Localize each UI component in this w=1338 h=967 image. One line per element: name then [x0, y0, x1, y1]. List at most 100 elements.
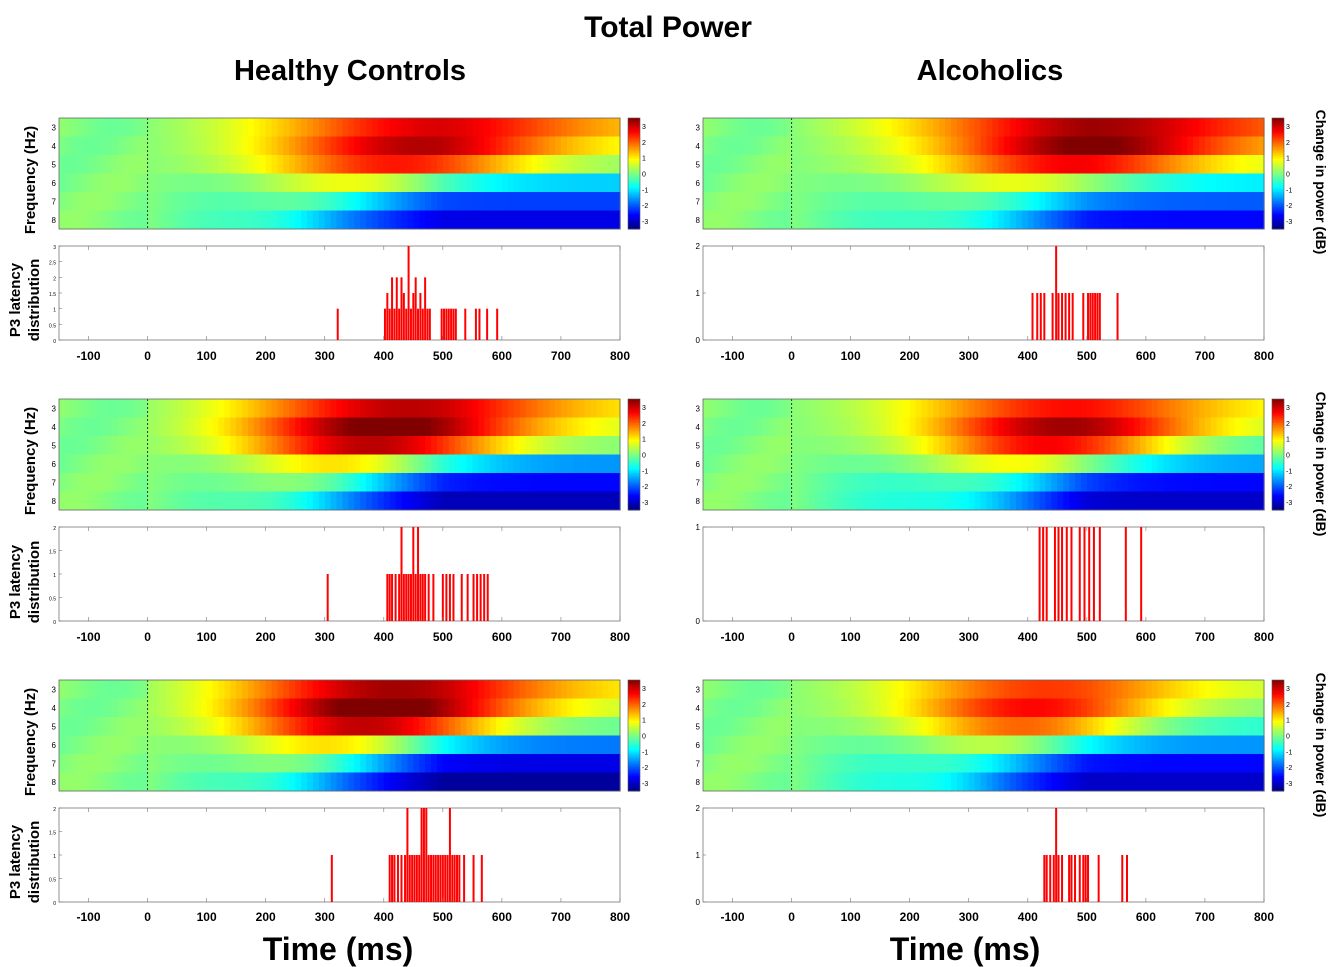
- heatmap-cell: [543, 772, 550, 792]
- heatmap-cell: [1199, 473, 1206, 492]
- heatmap-cell: [230, 399, 237, 418]
- heatmap-cell: [466, 717, 473, 736]
- heatmap-cell: [442, 717, 450, 736]
- histogram-y-tick: 1.5: [49, 292, 56, 298]
- heatmap-cell: [921, 680, 928, 699]
- heatmap-cell: [218, 754, 225, 773]
- colorbar-segment: [628, 487, 640, 491]
- heatmap-cell: [389, 210, 397, 230]
- heatmap-cell: [756, 136, 763, 156]
- heatmap-cell: [1258, 473, 1265, 492]
- heatmap-cell: [809, 136, 816, 156]
- heatmap-cell: [478, 717, 485, 736]
- heatmap-cell: [862, 210, 869, 230]
- colorbar-segment: [628, 680, 640, 683]
- heatmap-cell: [773, 754, 781, 773]
- colorbar-segment: [1272, 153, 1284, 156]
- colorbar-segment: [628, 411, 640, 415]
- heatmap-cell: [1134, 210, 1141, 230]
- heatmap-cell: [1175, 436, 1182, 455]
- heatmap-cell: [1116, 118, 1123, 137]
- heatmap-cell: [94, 210, 101, 230]
- heatmap-cell: [566, 473, 574, 492]
- heatmap-cell: [1204, 399, 1212, 418]
- heatmap-cell: [112, 118, 119, 137]
- heatmap-cell: [442, 473, 450, 492]
- heatmap-cell: [744, 436, 751, 455]
- heatmap-cell: [962, 436, 970, 455]
- heatmap-cell: [206, 698, 214, 718]
- heatmap-cell: [1004, 173, 1011, 193]
- heatmap-cell: [1021, 754, 1029, 773]
- heatmap-cell: [803, 772, 810, 792]
- heatmap-cell: [560, 473, 568, 492]
- heatmap-cell: [797, 136, 804, 156]
- heatmap-cell: [460, 473, 468, 492]
- heatmap-cell: [236, 454, 243, 474]
- colorbar-segment: [628, 484, 640, 487]
- heatmap-cell: [289, 118, 296, 137]
- heatmap-cell: [1210, 772, 1218, 792]
- heatmap-cell: [956, 735, 964, 755]
- heatmap-cell: [466, 210, 473, 230]
- heatmap-cell: [336, 698, 344, 718]
- heatmap-cell: [1240, 417, 1247, 437]
- heatmap-cell: [188, 680, 196, 699]
- colorbar-segment: [1272, 400, 1284, 404]
- heatmap-cell: [318, 136, 326, 156]
- heatmap-cell: [159, 118, 166, 137]
- heatmap-cell: [1234, 491, 1241, 511]
- heatmap-y-tick: 7: [696, 759, 701, 768]
- histogram-frame: [58, 245, 621, 341]
- heatmap-y-tick: 5: [52, 722, 57, 731]
- colorbar-segment: [1272, 193, 1284, 197]
- heatmap-cell: [832, 735, 840, 755]
- heatmap-cell: [791, 192, 799, 211]
- time-tick-label: 600: [492, 910, 512, 924]
- heatmap-cell: [750, 417, 757, 437]
- heatmap-cell: [779, 136, 787, 156]
- heatmap-cell: [915, 473, 923, 492]
- heatmap-cell: [578, 436, 586, 455]
- heatmap-cell: [1021, 735, 1029, 755]
- heatmap-cell: [383, 772, 391, 792]
- heatmap-cell: [1075, 155, 1082, 174]
- heatmap-cell: [590, 192, 597, 211]
- heatmap-cell: [1110, 735, 1117, 755]
- heatmap-cell: [785, 717, 793, 736]
- heatmap-cell: [549, 417, 556, 437]
- heatmap-cell: [1122, 417, 1129, 437]
- heatmap-cell: [1033, 680, 1041, 699]
- heatmap-cell: [490, 454, 497, 474]
- heatmap-cell: [850, 399, 858, 418]
- heatmap-cell: [448, 454, 456, 474]
- heatmap-cell: [703, 698, 710, 718]
- heatmap-cell: [312, 473, 320, 492]
- heatmap-cell: [1151, 417, 1159, 437]
- heatmap-cell: [70, 454, 78, 474]
- heatmap-cell: [271, 454, 279, 474]
- colorbar-segment: [1272, 705, 1284, 709]
- heatmap-cell: [289, 155, 296, 174]
- heatmap-cell: [188, 417, 196, 437]
- heatmap-cell: [708, 717, 716, 736]
- colorbar-segment: [1272, 741, 1284, 744]
- heatmap-cell: [531, 717, 538, 736]
- heatmap-cell: [1010, 210, 1017, 230]
- heatmap-cell: [265, 136, 273, 156]
- heatmap-cell: [531, 454, 538, 474]
- heatmap-cell: [897, 473, 905, 492]
- heatmap-cell: [750, 680, 757, 699]
- heatmap-cell: [200, 210, 208, 230]
- heatmap-cell: [212, 754, 220, 773]
- heatmap-cell: [206, 735, 214, 755]
- heatmap-cell: [1169, 754, 1177, 773]
- heatmap-cell: [448, 717, 456, 736]
- heatmap-cell: [366, 491, 373, 511]
- heatmap-cell: [177, 192, 184, 211]
- colorbar-segment: [628, 179, 640, 182]
- heatmap-cell: [791, 454, 799, 474]
- heatmap-cell: [1222, 417, 1230, 437]
- heatmap-cell: [998, 717, 1005, 736]
- heatmap-cell: [1063, 454, 1070, 474]
